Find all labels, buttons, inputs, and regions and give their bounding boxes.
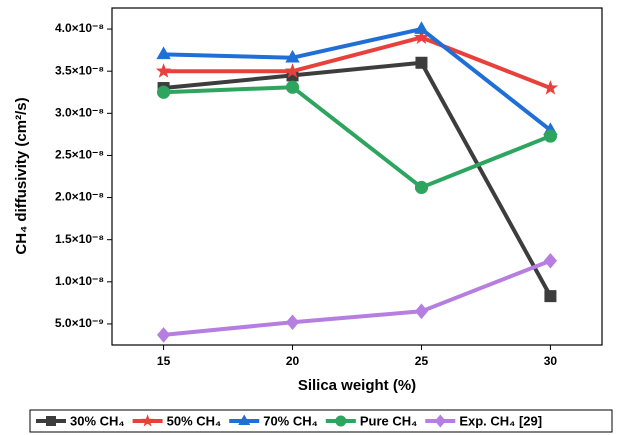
marker <box>434 414 446 428</box>
marker <box>414 180 429 195</box>
y-tick-label: 1.0×10⁻⁸ <box>55 274 104 288</box>
legend-label: 50% CH₄ <box>167 413 222 428</box>
y-axis-title: CH₄ diffusivity (cm²/s) <box>13 97 30 254</box>
legend-label: 30% CH₄ <box>70 413 125 428</box>
x-tick-label: 15 <box>157 354 171 368</box>
y-tick-label: 2.5×10⁻⁸ <box>55 148 104 162</box>
marker <box>46 416 56 426</box>
x-axis-title: Silica weight (%) <box>298 377 416 394</box>
marker <box>543 252 558 269</box>
marker <box>141 414 155 427</box>
legend-box <box>29 409 613 433</box>
marker <box>285 314 300 331</box>
marker <box>415 56 428 69</box>
series-line <box>163 27 552 132</box>
x-tick-label: 30 <box>544 354 558 368</box>
marker <box>543 129 558 143</box>
marker <box>414 21 429 34</box>
marker <box>156 46 171 60</box>
y-tick-label: 4.0×10⁻⁸ <box>55 21 104 35</box>
marker <box>335 415 347 427</box>
marker <box>155 63 172 78</box>
x-tick-label: 20 <box>286 354 300 368</box>
marker <box>156 85 171 99</box>
y-tick-label: 5.0×10⁻⁹ <box>55 316 104 330</box>
legend-label: 70% CH₄ <box>263 413 318 428</box>
y-tick-label: 3.5×10⁻⁸ <box>55 63 104 77</box>
y-tick-label: 3.0×10⁻⁸ <box>55 105 104 119</box>
marker <box>544 290 557 303</box>
marker <box>284 63 301 78</box>
legend-label: Pure CH₄ <box>360 413 417 428</box>
y-tick-label: 1.5×10⁻⁸ <box>55 232 104 246</box>
y-tick-label: 2.0×10⁻⁸ <box>55 190 104 204</box>
series-line <box>163 258 552 337</box>
marker <box>285 80 300 94</box>
marker <box>542 79 559 95</box>
marker <box>285 49 300 63</box>
series-line <box>163 60 553 298</box>
series-line <box>163 35 552 90</box>
legend-label: Exp. CH₄ [29] <box>459 413 542 428</box>
x-tick-label: 25 <box>415 354 429 368</box>
marker <box>238 414 251 425</box>
marker <box>156 327 171 343</box>
series-line <box>163 85 552 190</box>
plot-frame <box>111 7 603 346</box>
marker <box>413 29 430 45</box>
marker <box>414 303 429 320</box>
